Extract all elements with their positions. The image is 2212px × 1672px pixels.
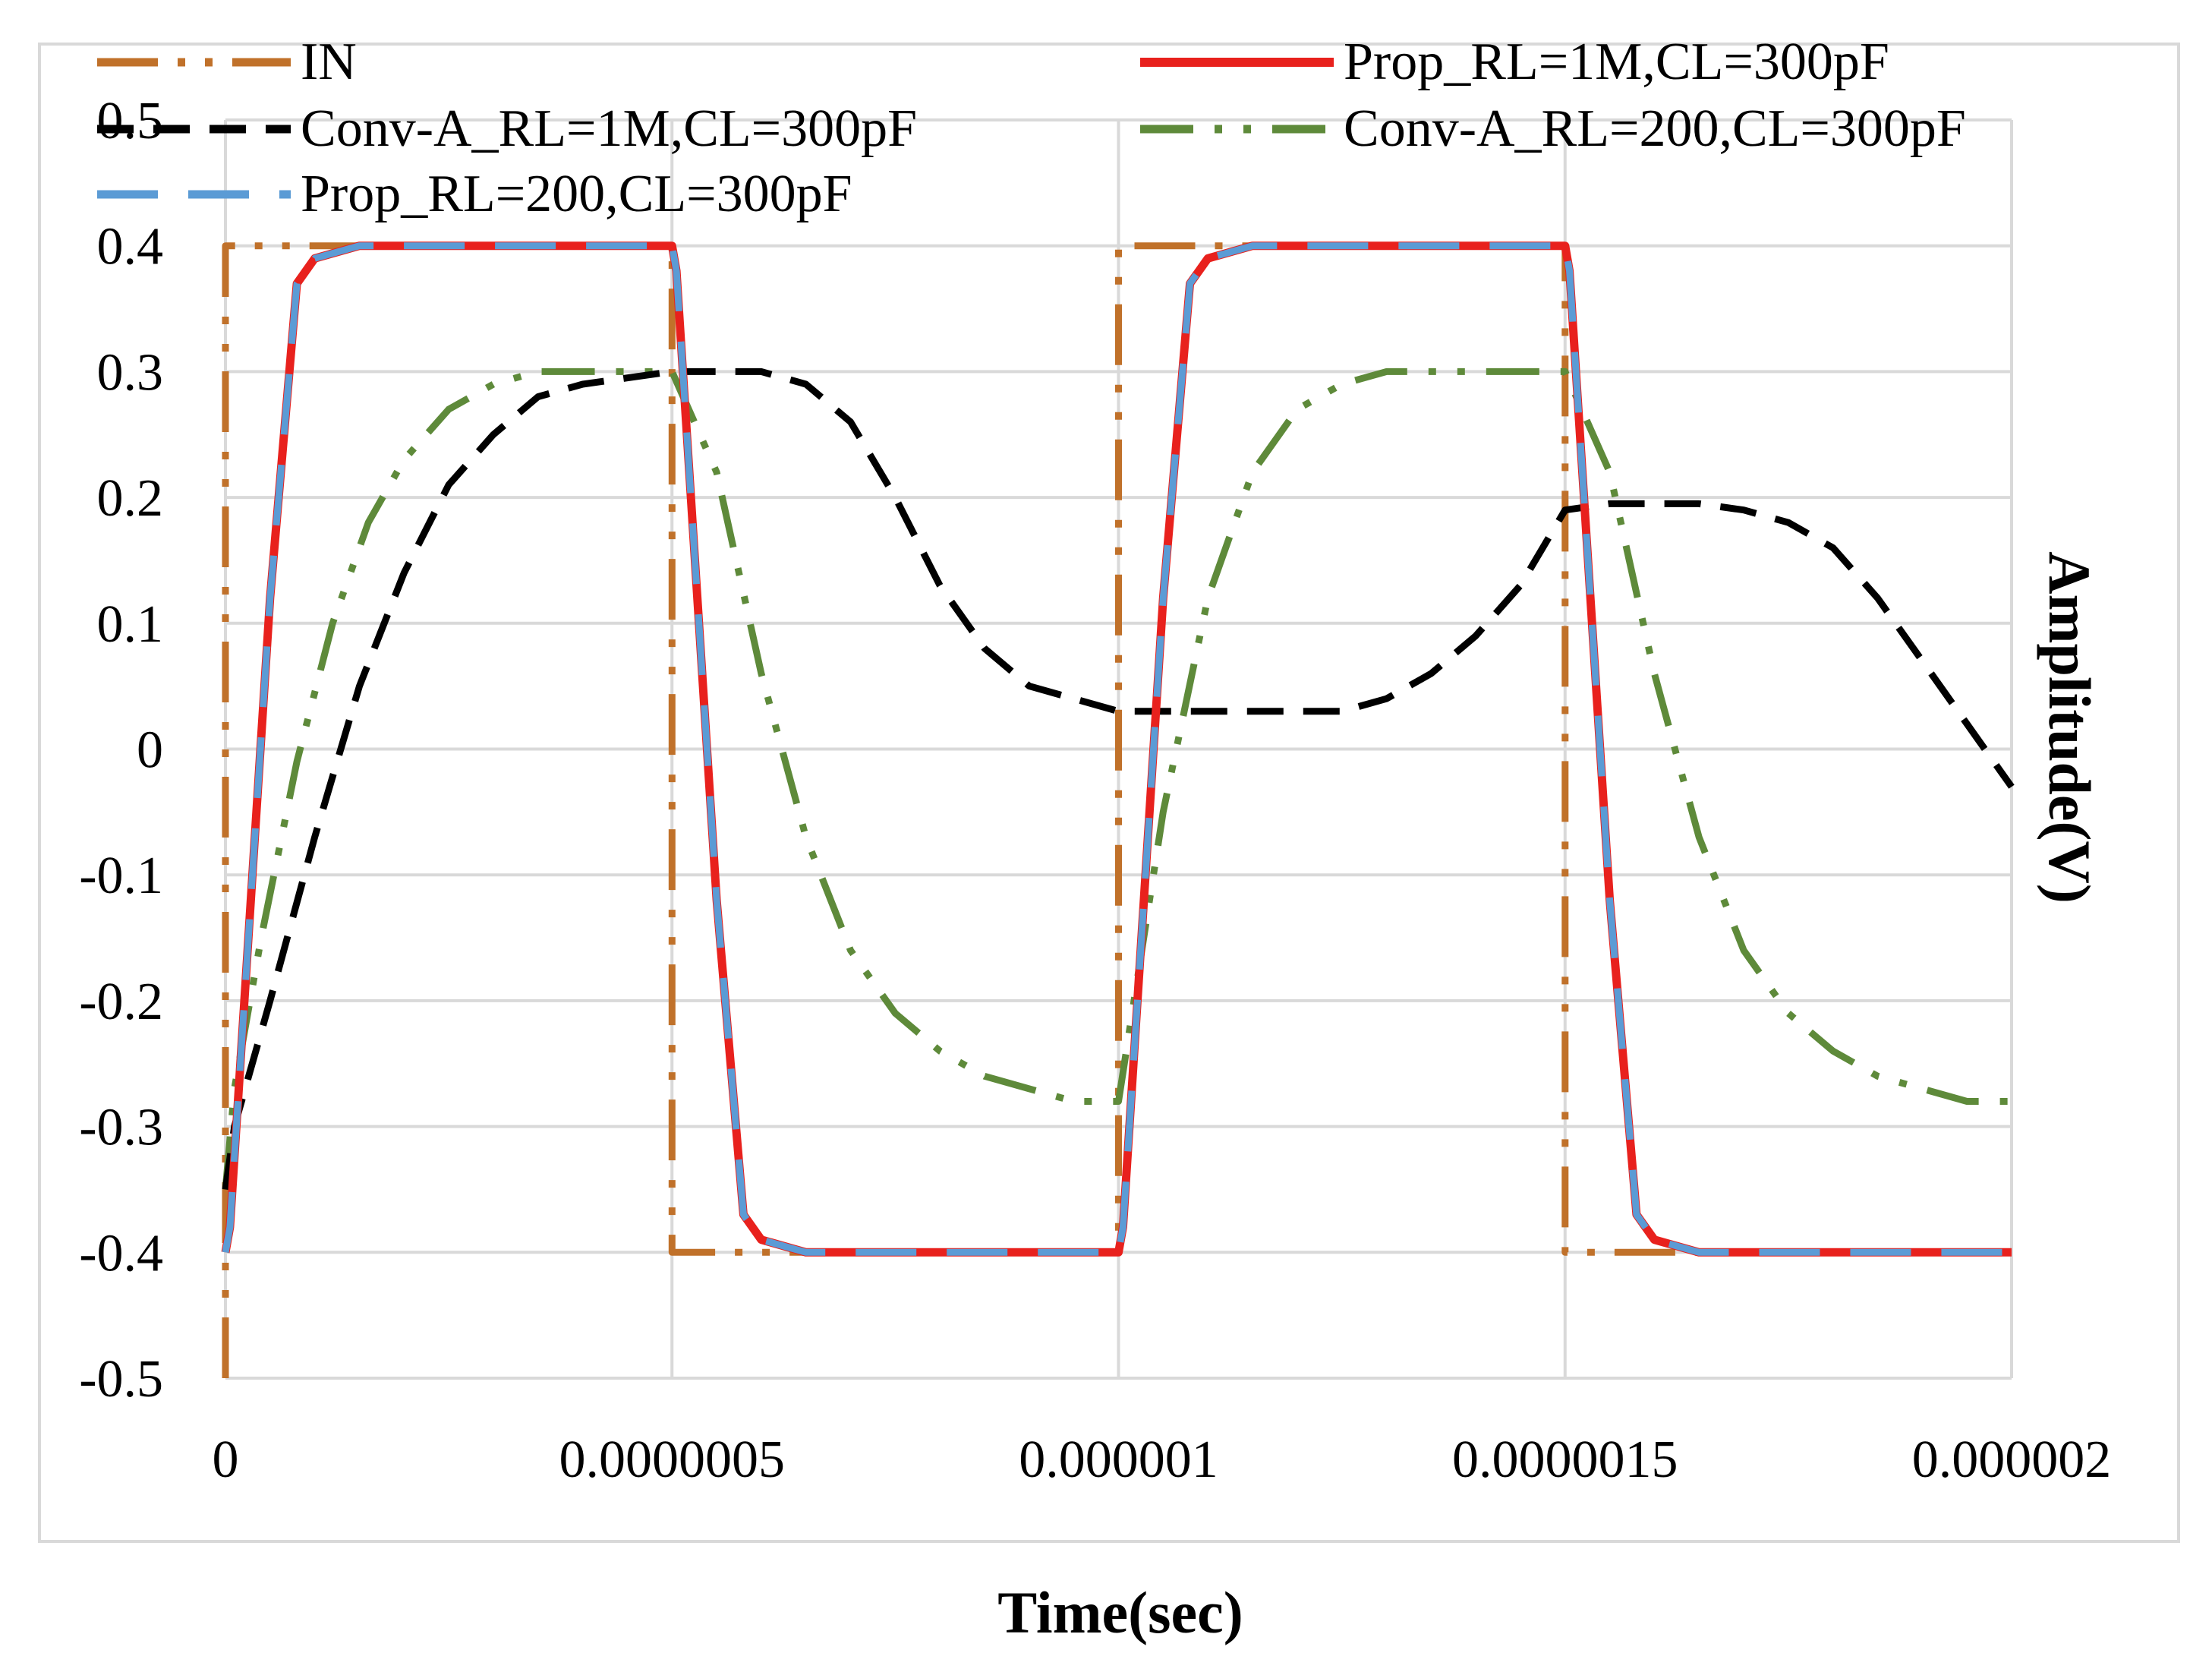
series-line-2 [222,368,2015,1191]
series-line-3 [222,368,2012,1190]
x-tick-label: 0 [213,1431,239,1489]
y-tick-label: 0.1 [97,595,164,654]
y-tick-label: -0.5 [79,1350,163,1409]
legend: IN Prop_RL=1M,CL=300pF Conv-A_RL=1M,CL=300… [97,33,1966,223]
y-tick-label: 0.5 [97,92,164,150]
legend-label-3: Conv-A_RL=200,CL=300pF [1344,99,1966,158]
y-tick-label: -0.1 [79,847,163,905]
series-lines [221,241,2015,1378]
legend-label-2: Conv-A_RL=1M,CL=300pF [301,99,917,158]
y-tick-label: 0.4 [97,218,164,276]
y-tick-label: 0 [137,721,163,780]
legend-label-1: Prop_RL=1M,CL=300pF [1344,33,1889,91]
x-axis-ticks: 0 0.0000005 0.000001 0.0000015 0.000002 [213,1431,2112,1489]
x-tick-label: 0.000002 [1912,1431,2112,1489]
x-tick-label: 0.000001 [1019,1431,1218,1489]
chart-frame [38,43,2180,1543]
y-tick-label: 0.2 [97,469,164,528]
x-axis-title: Time(sec) [997,1579,1243,1645]
y-tick-label: 0.3 [97,343,164,402]
series-line-4 [222,242,2012,1256]
legend-label-0: IN [301,33,357,91]
x-tick-label: 0.0000015 [1452,1431,1678,1489]
y-axis-ticks: 0.5 0.4 0.3 0.2 0.1 0 -0.1 -0.2 -0.3 -0.4 -0.5 [79,92,163,1409]
x-tick-label: 0.0000005 [559,1431,786,1489]
y-tick-label: -0.2 [79,973,163,1031]
legend-label-4: Prop_RL=200,CL=300pF [301,165,852,223]
y-tick-label: -0.4 [79,1224,163,1282]
y-tick-label: -0.3 [79,1099,163,1157]
y-axis-title: Amplitude(V) [2037,551,2103,904]
